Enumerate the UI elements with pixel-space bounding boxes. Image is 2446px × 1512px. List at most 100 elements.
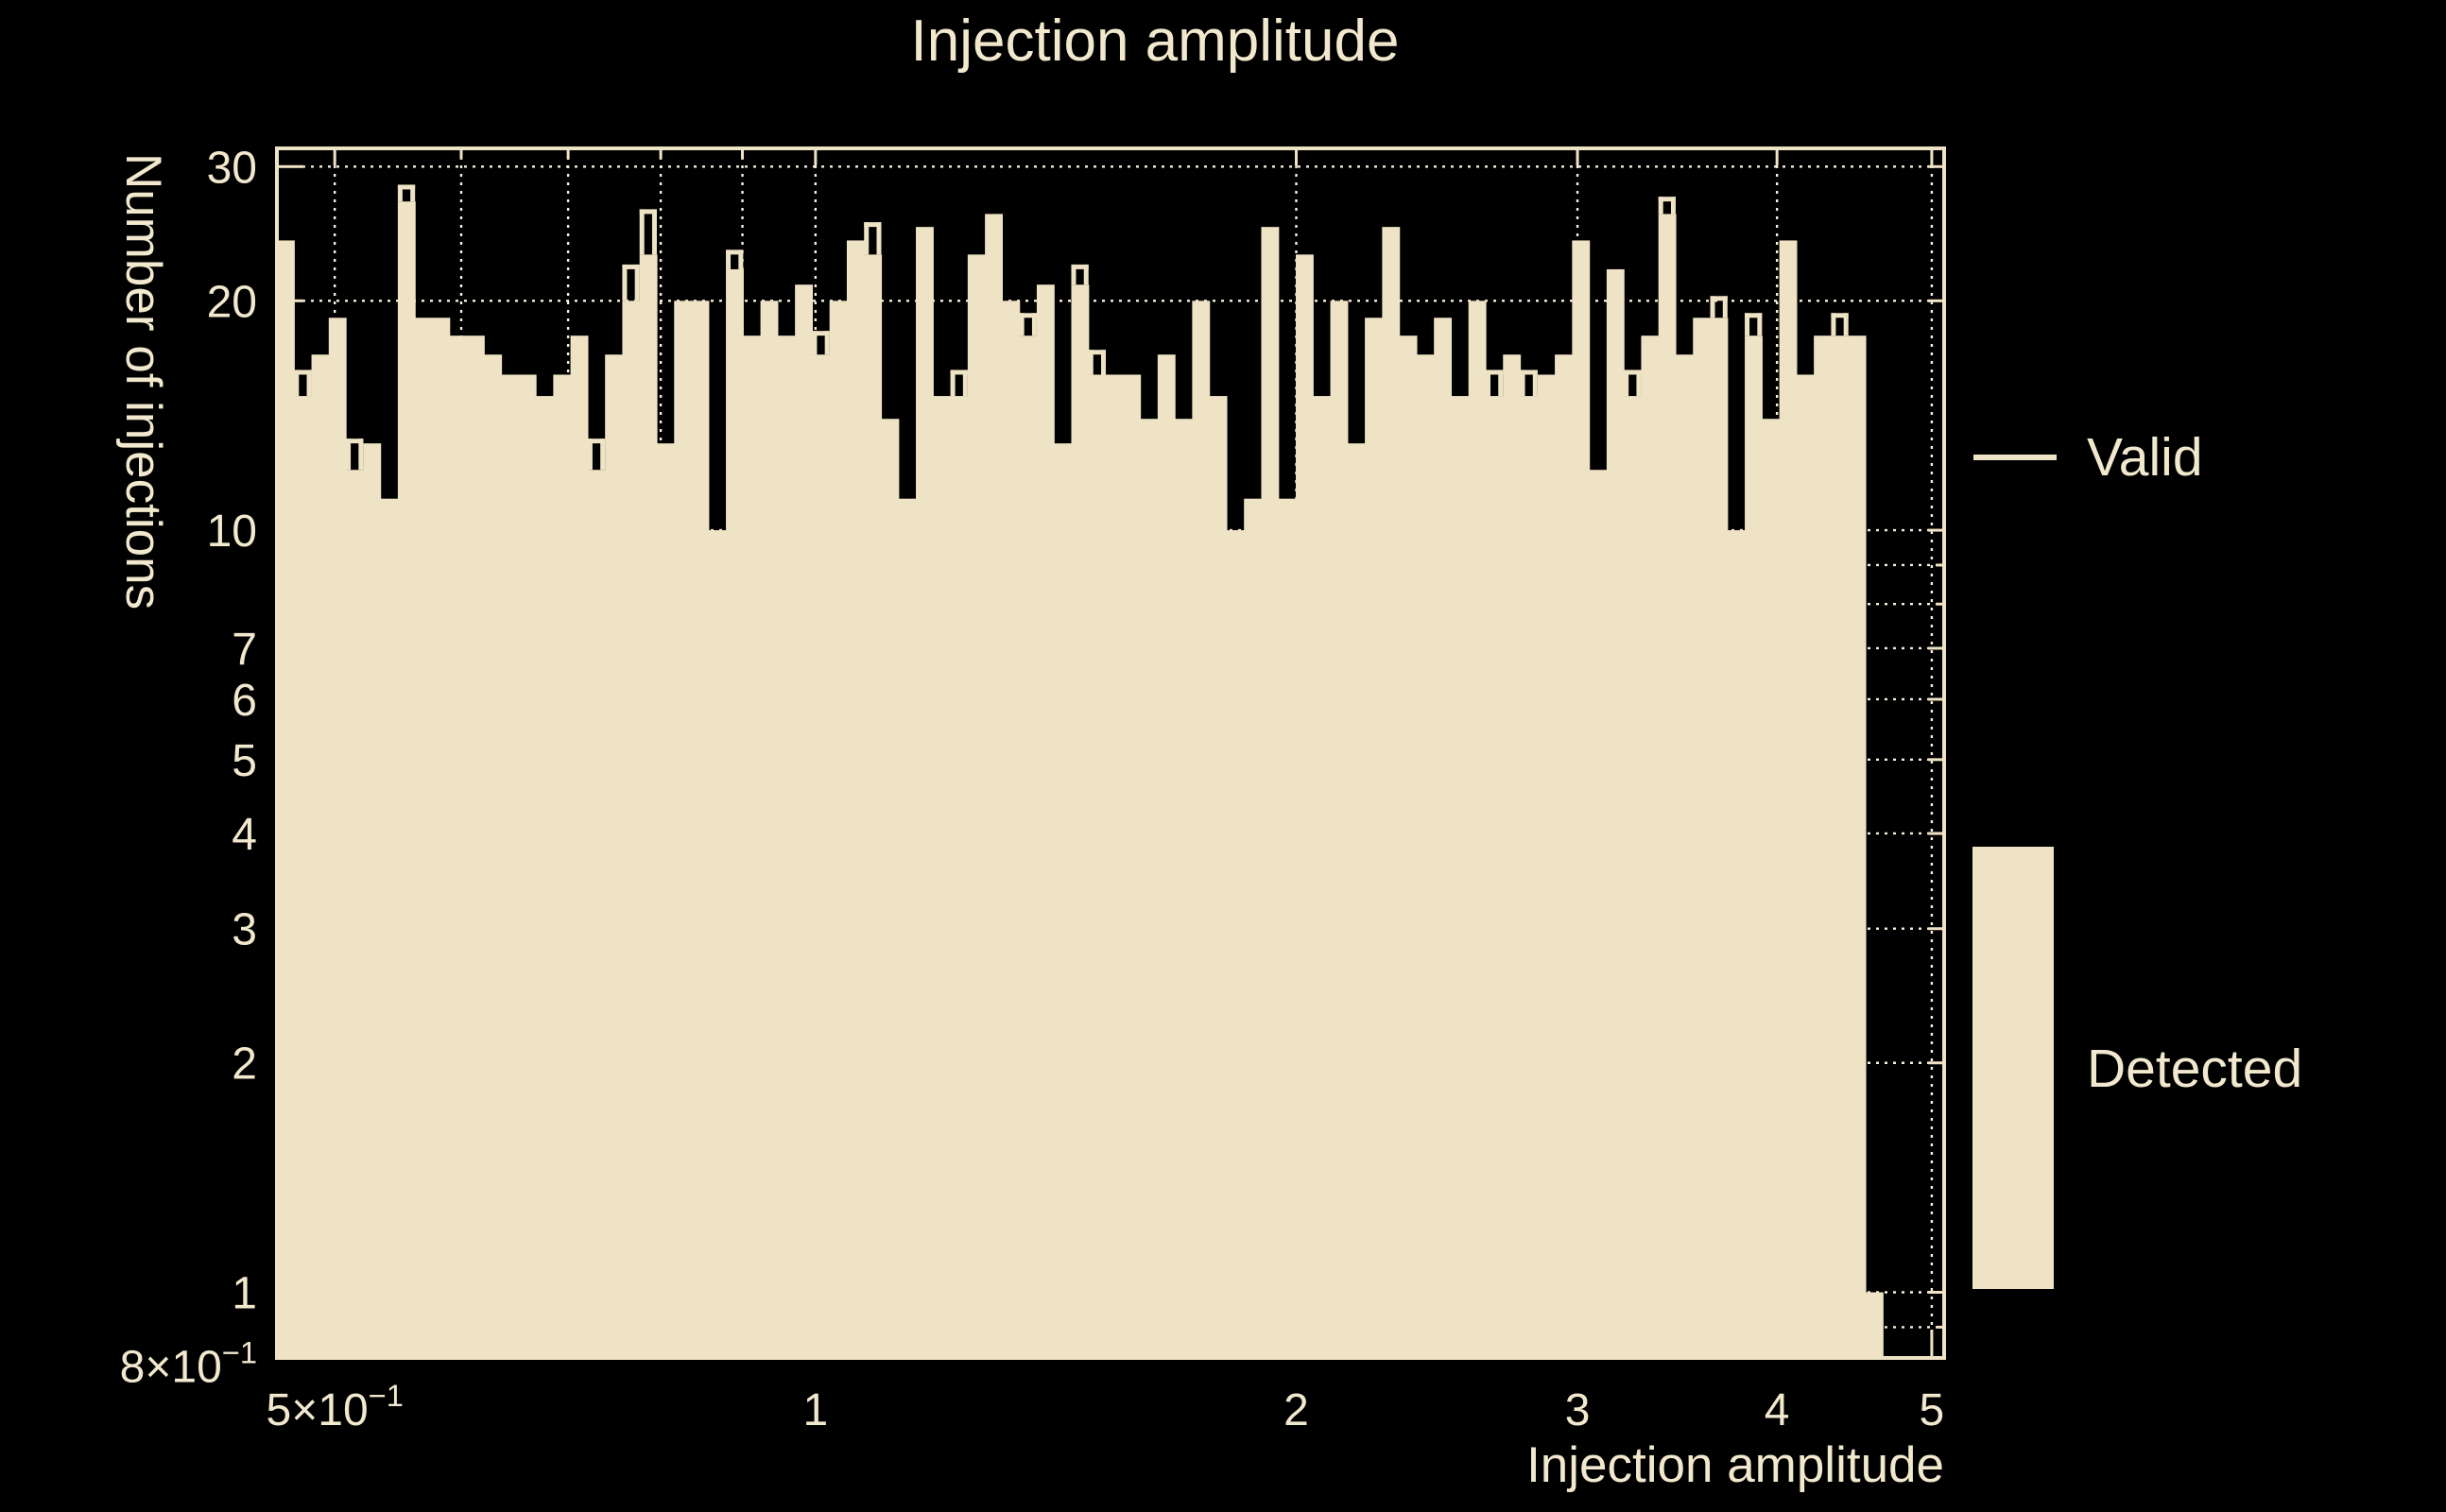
detected-bar: [311, 354, 330, 1358]
x-tick: [741, 1341, 745, 1358]
detected-bar: [1848, 335, 1867, 1358]
detected-bar: [829, 301, 848, 1358]
detected-bar: [760, 301, 779, 1358]
y-tick-mirror: [1928, 164, 1944, 168]
detected-bar: [570, 335, 589, 1358]
x-tick-mirror: [659, 148, 663, 159]
detected-bar: [1313, 396, 1332, 1358]
valid-cap: [864, 222, 882, 255]
valid-cap: [639, 209, 657, 255]
y-tick-mirror: [1928, 299, 1944, 302]
y-tick: [277, 1290, 303, 1294]
tick-label: 3: [1565, 1385, 1591, 1435]
y-tick: [277, 927, 303, 931]
x-tick: [333, 1330, 336, 1358]
valid-cap: [1019, 313, 1037, 336]
detected-bar: [1416, 354, 1435, 1358]
detected-bar: [1624, 396, 1643, 1358]
detected-bar: [1382, 227, 1401, 1358]
detected-bar: [484, 354, 503, 1358]
valid-cap: [1658, 197, 1676, 215]
y-tick: [277, 164, 303, 168]
detected-bar: [518, 374, 537, 1358]
detected-bar: [605, 354, 624, 1358]
detected-bar: [1779, 240, 1798, 1358]
detected-bar: [1865, 1292, 1884, 1358]
detected-bar: [1106, 374, 1124, 1358]
y-tick: [277, 299, 303, 302]
detected-bar: [1727, 530, 1746, 1358]
valid-cap: [397, 184, 416, 202]
y-tick-mirror: [1928, 927, 1944, 931]
detected-bar: [587, 470, 606, 1358]
detected-bar: [812, 354, 831, 1358]
tick-label: 6: [232, 676, 257, 726]
y-tick-mirror: [1928, 1061, 1944, 1065]
detected-bar: [432, 318, 451, 1358]
y-tick-mirror: [1928, 758, 1944, 762]
valid-cap: [1088, 350, 1107, 375]
detected-bar: [1088, 374, 1107, 1358]
y-tick-mirror: [1928, 528, 1944, 532]
detected-bar: [622, 301, 641, 1358]
detected-bar: [1675, 354, 1694, 1358]
frame-rect: [275, 146, 1946, 1360]
detected-bar: [1192, 301, 1211, 1358]
x-tick-mirror: [459, 148, 463, 159]
y-tick-mirror: [1928, 832, 1944, 835]
detected-bar: [449, 335, 468, 1358]
detected-bar: [691, 301, 710, 1358]
detected-bar: [1434, 318, 1453, 1358]
y-tick: [277, 646, 303, 650]
detected-bar: [397, 201, 416, 1358]
y-tick: [277, 528, 303, 532]
detected-bar: [1710, 318, 1729, 1358]
y-tick: [277, 563, 290, 567]
detected-bar: [1365, 318, 1383, 1358]
y-axis-title: Number of injections: [115, 153, 171, 610]
detected-bar: [967, 254, 986, 1358]
detected-bar: [1330, 301, 1349, 1358]
detected-bar: [1537, 374, 1556, 1358]
detected-bar: [985, 214, 1003, 1359]
detected-bar: [846, 240, 865, 1358]
tick-label: 20: [207, 277, 257, 327]
detected-bar: [1572, 240, 1591, 1358]
tick-label: 7: [232, 625, 257, 675]
detected-bar: [708, 530, 727, 1358]
detected-bar: [1468, 301, 1487, 1358]
detected-bar: [1555, 354, 1573, 1358]
y-tick-mirror: [1936, 563, 1944, 567]
tick-label: 30: [207, 143, 257, 193]
y-tick-mirror: [1936, 1325, 1944, 1329]
tick-label: 1: [802, 1385, 828, 1435]
x-tick: [1775, 1330, 1779, 1358]
detected-box-icon: [1972, 847, 2054, 1289]
valid-cap: [1485, 369, 1504, 397]
valid-cap: [1710, 296, 1728, 318]
x-tick: [1295, 1330, 1299, 1358]
detected-bar: [1658, 214, 1677, 1359]
x-axis-title: Injection amplitude: [1526, 1437, 1944, 1493]
y-tick-mirror: [1928, 697, 1944, 701]
detected-bar: [1019, 335, 1038, 1358]
detected-bar: [743, 335, 762, 1358]
detected-bar: [1123, 374, 1142, 1358]
detected-bar: [933, 396, 952, 1358]
detected-bar: [415, 318, 434, 1358]
detected-bar: [328, 318, 347, 1358]
detected-bar: [777, 335, 796, 1358]
tick-label: 3: [232, 905, 257, 955]
valid-cap: [346, 438, 364, 471]
x-tick-mirror: [1576, 148, 1579, 165]
x-tick: [459, 1341, 463, 1358]
detected-bar: [1745, 335, 1763, 1358]
tick-label: 5: [232, 736, 257, 786]
detected-bar: [1054, 443, 1073, 1359]
x-tick-mirror: [566, 148, 570, 159]
detected-bar: [466, 335, 485, 1358]
chart-title: Injection amplitude: [911, 9, 1400, 74]
tick-label: 5×10−1: [267, 1378, 404, 1435]
x-tick-mirror: [333, 148, 336, 165]
